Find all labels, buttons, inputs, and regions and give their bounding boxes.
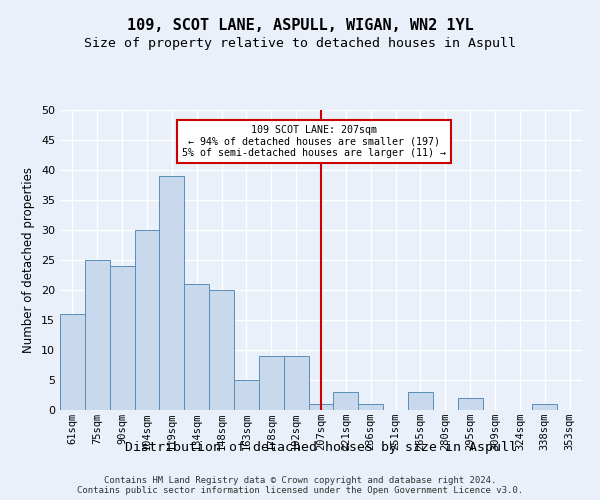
Bar bbox=[160, 176, 184, 410]
Text: Size of property relative to detached houses in Aspull: Size of property relative to detached ho… bbox=[84, 38, 516, 51]
Text: 109, SCOT LANE, ASPULL, WIGAN, WN2 1YL: 109, SCOT LANE, ASPULL, WIGAN, WN2 1YL bbox=[127, 18, 473, 32]
Bar bbox=[209, 290, 234, 410]
Bar bbox=[532, 404, 557, 410]
Bar bbox=[184, 284, 209, 410]
Bar bbox=[358, 404, 383, 410]
Bar bbox=[308, 404, 334, 410]
Y-axis label: Number of detached properties: Number of detached properties bbox=[22, 167, 35, 353]
Bar bbox=[234, 380, 259, 410]
Bar bbox=[284, 356, 308, 410]
Bar bbox=[408, 392, 433, 410]
Bar bbox=[334, 392, 358, 410]
Bar bbox=[458, 398, 482, 410]
Bar bbox=[85, 260, 110, 410]
Bar bbox=[259, 356, 284, 410]
Text: Contains HM Land Registry data © Crown copyright and database right 2024.
Contai: Contains HM Land Registry data © Crown c… bbox=[77, 476, 523, 495]
Text: 109 SCOT LANE: 207sqm
← 94% of detached houses are smaller (197)
5% of semi-deta: 109 SCOT LANE: 207sqm ← 94% of detached … bbox=[182, 125, 446, 158]
Bar bbox=[134, 230, 160, 410]
Bar bbox=[60, 314, 85, 410]
Bar bbox=[110, 266, 134, 410]
Text: Distribution of detached houses by size in Aspull: Distribution of detached houses by size … bbox=[125, 441, 517, 454]
